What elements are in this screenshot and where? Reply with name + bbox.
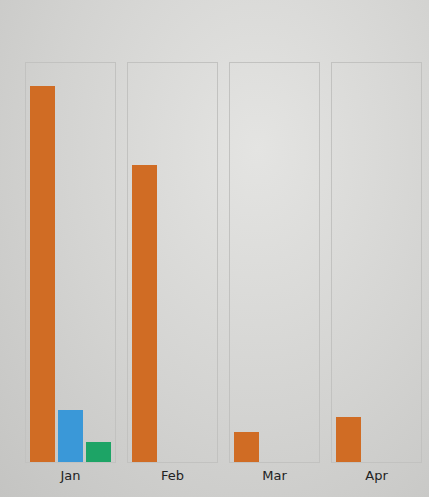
svg-text:Feb: Feb (161, 468, 184, 483)
svg-text:Jan: Jan (59, 468, 80, 483)
svg-text:Apr: Apr (365, 468, 388, 483)
svg-text:Mar: Mar (262, 468, 287, 483)
